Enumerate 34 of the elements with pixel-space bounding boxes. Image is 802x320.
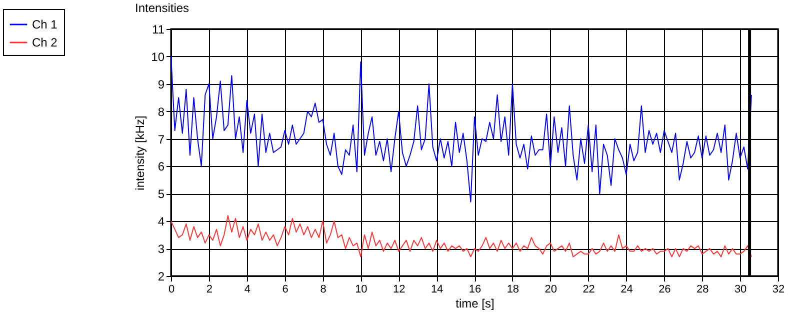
x-tick-label: 0 (168, 284, 175, 296)
x-tick-label: 18 (506, 284, 520, 296)
x-tick-label: 16 (468, 284, 482, 296)
x-tick-label: 24 (620, 284, 633, 296)
y-tick-label: 9 (158, 77, 165, 92)
y-tick-label: 3 (158, 242, 165, 256)
x-tick-label: 2 (206, 284, 212, 296)
legend-label: Ch 2 (32, 36, 58, 50)
x-tick-label: 22 (582, 284, 595, 296)
x-axis-title: time [s] (456, 296, 494, 310)
x-tick-label: 10 (355, 284, 368, 296)
y-tick-label: 11 (152, 22, 165, 36)
y-tick-label: 2 (158, 270, 165, 284)
x-tick-label: 26 (658, 284, 671, 296)
line-series (171, 215, 752, 258)
x-tick-label: 14 (430, 284, 444, 296)
x-tick-label: 12 (393, 284, 406, 296)
y-axis-title: intensity [kHz] (133, 116, 148, 190)
legend-label: Ch 1 (32, 18, 58, 32)
x-tick-label: 28 (696, 284, 709, 296)
line-series (171, 56, 752, 202)
x-tick-label: 30 (734, 284, 747, 296)
x-tick-label: 20 (544, 284, 557, 296)
chart-title: Intensities (135, 1, 190, 15)
x-tick-label: 4 (244, 284, 250, 296)
y-tick-label: 10 (151, 50, 165, 64)
y-tick-label: 6 (158, 160, 165, 174)
y-tick-label: 7 (158, 132, 165, 146)
y-tick-label: 4 (158, 214, 165, 229)
x-tick-label: 32 (772, 284, 785, 296)
x-tick-label: 8 (320, 284, 326, 296)
y-tick-label: 5 (158, 187, 165, 202)
y-tick-label: 8 (158, 104, 165, 119)
x-tick-label: 6 (282, 284, 288, 296)
